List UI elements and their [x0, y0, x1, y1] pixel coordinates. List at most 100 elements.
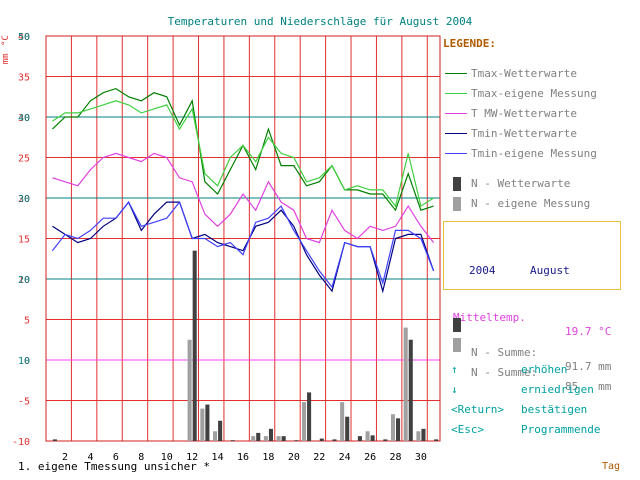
- x-tick-label: 16: [237, 452, 249, 463]
- precip-bar: [307, 392, 312, 441]
- legend-line: [445, 73, 467, 74]
- y-tick-precip: 10: [18, 356, 30, 367]
- mitteltemp-row: Mitteltemp. 19.7 °C: [443, 297, 611, 338]
- precip-bar: [52, 439, 57, 441]
- legend-label: T MW-Wetterwarte: [471, 107, 577, 120]
- help-up-action[interactable]: erhöhen: [521, 363, 568, 376]
- y-tick-precip: 20: [18, 275, 30, 286]
- x-tick-label: 2: [62, 452, 68, 463]
- legend-item: Tmin-eigene Messung: [443, 147, 628, 161]
- precip-bar: [416, 431, 421, 441]
- n-ww-swatch: [453, 318, 461, 332]
- legend-line: [445, 113, 467, 114]
- y-tick-precip: 30: [18, 194, 30, 205]
- x-tick-label: 18: [262, 452, 274, 463]
- mitteltemp-value: 19.7 °C: [565, 325, 612, 338]
- precip-bar: [383, 439, 388, 441]
- precip-bar: [205, 404, 210, 441]
- precip-bar: [408, 339, 413, 441]
- y-unit-celsius: °C: [1, 35, 11, 46]
- help-return-key: <Return>: [451, 403, 504, 416]
- precip-bar: [294, 440, 299, 441]
- legend-line: [445, 93, 467, 94]
- precip-bar: [421, 428, 426, 441]
- series-line: [52, 100, 434, 208]
- precip-bar: [434, 439, 439, 441]
- precip-bar: [370, 435, 375, 441]
- legend-item: N - eigene Messung: [443, 197, 628, 211]
- legend-label: N - Wetterwarte: [471, 177, 571, 190]
- help-down-key: ↓: [451, 383, 458, 396]
- y-tick-temp: 40: [18, 32, 30, 43]
- precip-bar: [213, 431, 218, 441]
- n-sum-ww-value: 91.7 mm: [565, 360, 612, 373]
- legend-item: T MW-Wetterwarte: [443, 107, 628, 121]
- y-tick-temp: -5: [18, 397, 30, 408]
- n-own-swatch: [453, 338, 461, 352]
- series-line: [52, 152, 435, 244]
- y-tick-temp: -10: [12, 437, 30, 448]
- legend-item: Tmin-Wetterwarte: [443, 127, 628, 141]
- help-up-key: ↑: [451, 363, 458, 376]
- legend-item: N - Wetterwarte: [443, 177, 628, 191]
- x-tick-label: 24: [339, 452, 351, 463]
- x-tick-label: 14: [212, 452, 224, 463]
- x-tick-label: 4: [87, 452, 93, 463]
- precip-bar: [192, 250, 197, 441]
- help-esc-action[interactable]: Programmende: [521, 423, 601, 436]
- y-tick-precip: 50: [18, 32, 30, 43]
- precip-bar: [256, 432, 261, 441]
- precip-bar: [187, 339, 192, 441]
- precip-bar: [319, 438, 324, 441]
- n-sum-own-row: N - Summe: 85 mm: [443, 338, 611, 393]
- y-tick-temp: 0: [24, 356, 30, 367]
- precip-bar: [390, 414, 396, 441]
- period-box: 2004 August: [443, 221, 621, 290]
- n-sum-own-label: N - Summe:: [471, 366, 538, 379]
- precip-bar: [218, 420, 223, 441]
- help-down-action[interactable]: erniedrigen: [521, 383, 594, 396]
- legend-swatch: [453, 197, 461, 211]
- x-tick-label: 28: [389, 452, 401, 463]
- n-sum-ww-label: N - Summe:: [471, 346, 538, 359]
- y-tick-temp: 15: [18, 235, 30, 246]
- n-sum-ww-row: N - Summe: 91.7 mm: [443, 318, 611, 373]
- precip-bar: [251, 436, 256, 441]
- footnote: 1. eigene Tmessung unsicher *: [18, 460, 211, 473]
- legend-title: LEGENDE:: [443, 37, 496, 50]
- y-tick-temp: 20: [18, 194, 30, 205]
- precip-bar: [276, 436, 281, 441]
- mitteltemp-label: Mitteltemp.: [453, 311, 526, 324]
- x-axis-label: Tag: [602, 461, 621, 472]
- period-year: 2004: [469, 264, 496, 277]
- precip-bar: [365, 431, 370, 441]
- help-return-action[interactable]: bestätigen: [521, 403, 588, 416]
- precip-bar: [268, 428, 273, 441]
- precip-bar: [301, 402, 307, 441]
- legend-item: Tmax-Wetterwarte: [443, 67, 628, 81]
- period-month: August: [530, 264, 570, 277]
- y-tick-temp: 25: [18, 154, 30, 165]
- legend-label: Tmin-eigene Messung: [471, 147, 597, 160]
- precip-bar: [345, 416, 350, 441]
- legend-line: [445, 133, 467, 134]
- plot-frame: [45, 35, 441, 442]
- x-tick-label: 20: [288, 452, 300, 463]
- y-tick-temp: 35: [18, 73, 30, 84]
- x-tick-label: 26: [364, 452, 376, 463]
- x-tick-label: 22: [313, 452, 325, 463]
- legend-swatch: [453, 177, 461, 191]
- precip-bar: [200, 408, 205, 441]
- x-tick-label: 8: [138, 452, 144, 463]
- precip-bar: [396, 418, 401, 441]
- x-tick-label: 10: [161, 452, 173, 463]
- help-esc-key: <Esc>: [451, 423, 485, 436]
- chart-title: Temperaturen und Niederschläge für Augus…: [167, 15, 473, 28]
- x-tick-label: 30: [415, 452, 427, 463]
- legend-label: Tmax-eigene Messung: [471, 87, 597, 100]
- precip-bar: [230, 440, 235, 441]
- precip-bar: [403, 327, 408, 441]
- precip-bar: [357, 436, 362, 441]
- y-tick-temp: 5: [24, 316, 30, 327]
